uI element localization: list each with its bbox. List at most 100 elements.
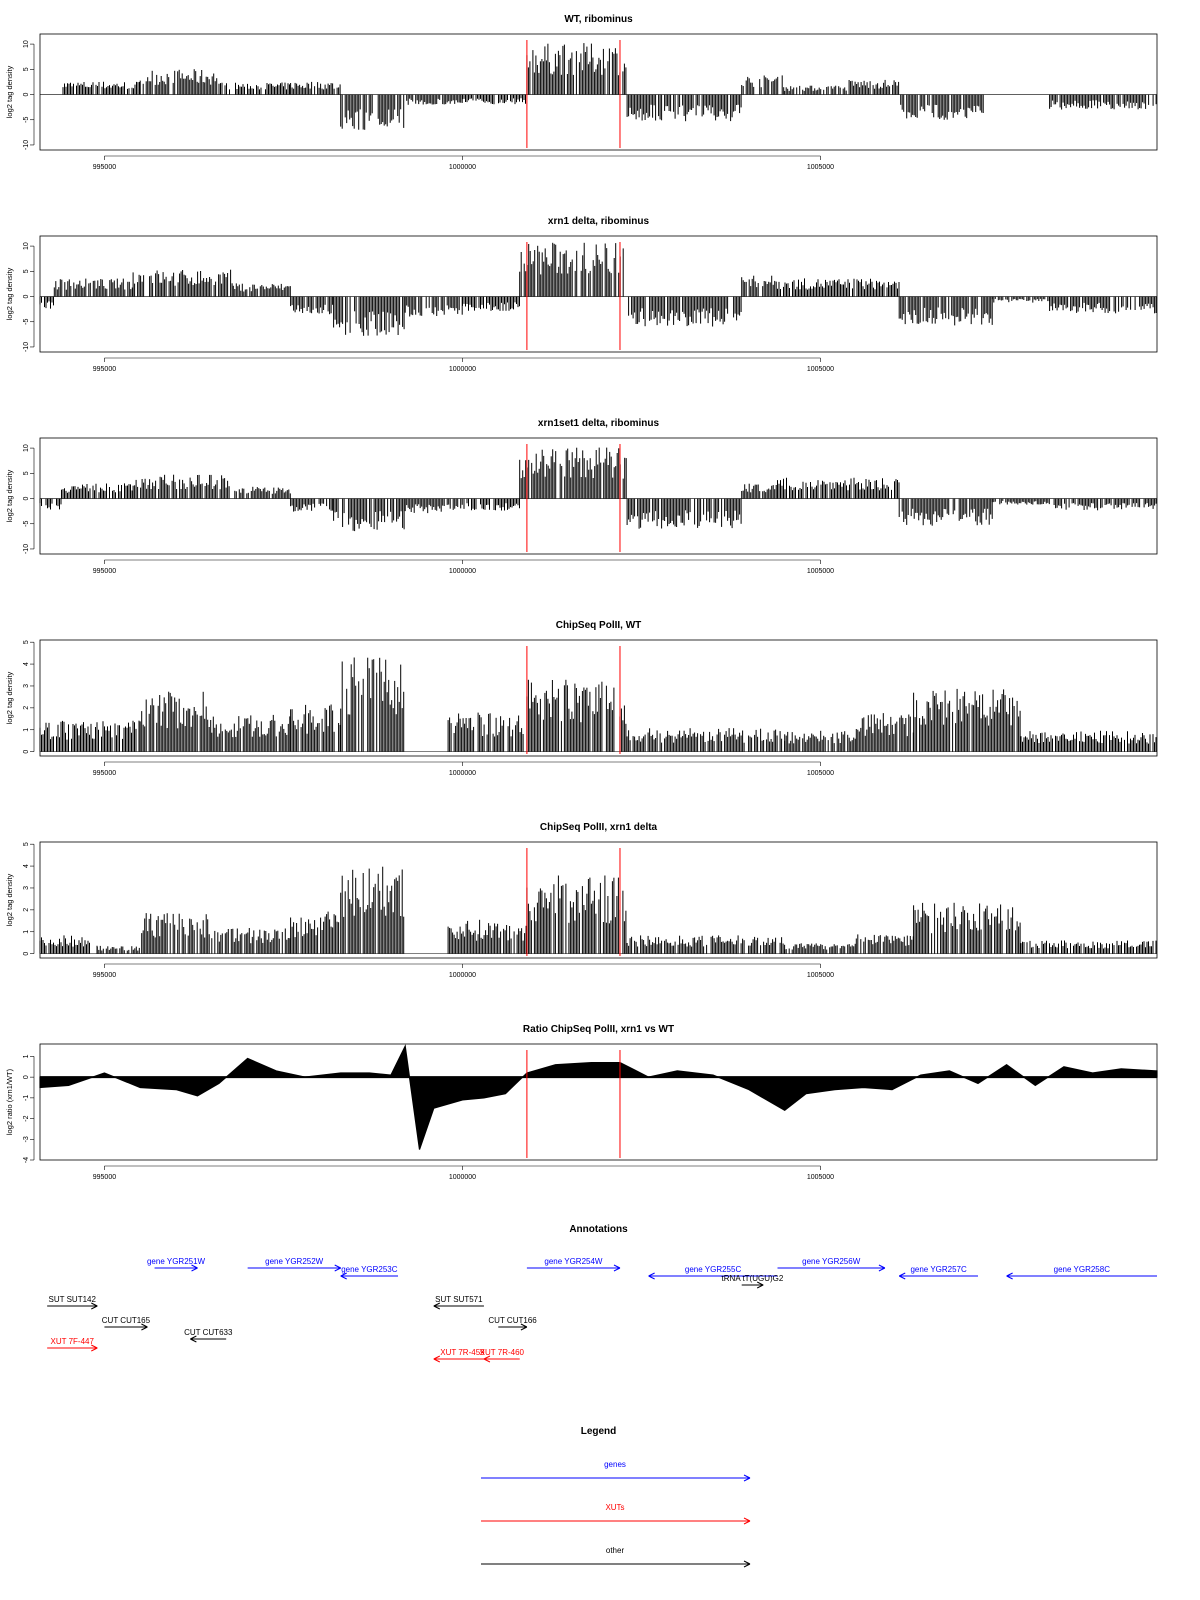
arrow-head [743,1474,751,1479]
signal-segment-5 [290,296,334,315]
signal-segment-13 [898,498,993,526]
y-tick-label: 0 [23,952,30,956]
chart-title: xrn1 delta, ribominus [548,216,650,227]
x-tick-label: 1005000 [807,568,834,575]
annotation-other: CUT CUT166 [488,1316,537,1331]
signal-segment-6 [340,866,405,954]
signal-segment-12 [777,477,900,499]
signal-segment-1 [39,720,140,752]
y-tick-label: 0 [23,1075,30,1079]
plot-frame [39,235,1158,353]
signal-segment-7 [447,712,524,752]
signal-bars [39,242,1157,336]
annotation-other: SUT SUT142 [47,1295,98,1310]
arrow-head [340,1272,347,1277]
annotation-label: tRNA tT(UGU)G2 [722,1274,784,1283]
arrow-head [520,1323,528,1328]
signal-segment-10 [626,94,742,122]
x-tick-label: 1000000 [449,366,476,373]
signal-segment-4 [211,928,291,954]
arrow-head [190,1338,197,1343]
signal-segment-3 [132,474,230,499]
x-tick-label: 1005000 [807,164,834,171]
y-tick-label: -10 [23,140,30,150]
y-tick-label: 1 [23,930,30,934]
annotation-label: XUT 7R-459 [440,1348,485,1357]
signal-segment-4 [290,704,341,752]
signal-segment-11 [855,713,914,752]
legend: Legend genes XUTs other [481,1426,751,1568]
plot-frame [39,1043,1158,1161]
signal-segment-4 [218,82,290,95]
y-axis: -10 -5 0 5 10 [23,242,35,352]
signal-segment-5 [340,657,405,752]
plot-frame [39,841,1158,959]
y-axis-label: log2 tag density [5,671,14,724]
annotation-gene: gene YGR251W [147,1257,206,1272]
signal-segment-2 [62,81,140,95]
signal-segment-3 [141,913,210,954]
signal-segment-11 [741,275,777,297]
signal-segment-1 [39,498,62,510]
signal-segment-2 [61,483,133,499]
annotation-other: CUT CUT633 [184,1328,233,1343]
signal-segment-10 [784,730,856,752]
annotation-label: CUT CUT166 [488,1316,537,1325]
y-tick-label: 5 [23,640,30,644]
y-tick-label: 1 [23,728,30,732]
legend-item-gene: genes [481,1460,751,1482]
signal-segment-3 [132,269,233,297]
y-tick-label: 10 [23,40,30,48]
plot-frame [39,639,1158,757]
annotation-label: gene YGR257C [910,1265,967,1274]
arrow-head [878,1264,886,1269]
ratio-area [39,1044,1158,1150]
signal-segment-9 [519,242,624,297]
y-tick-label: 4 [23,662,30,666]
annotations-track: Annotations gene YGR251W gene YGR252W gene … [47,1224,1157,1363]
annotation-label: CUT CUT633 [184,1328,233,1337]
arrow-head [878,1267,886,1272]
chart-panel-1: WT, ribominus -10 -5 0 5 10 log2 tag density 99… [5,14,1158,171]
arrow-head [340,1275,347,1280]
annotation-label: XUT 7R-460 [480,1348,525,1357]
signal-segment-12 [777,278,900,297]
annotation-xut: XUT 7R-460 [480,1348,525,1363]
x-axis: 995000 1000000 1005000 [93,155,834,171]
signal-bars [39,657,1157,752]
signal-segment-15 [1049,296,1157,314]
plot-frame [39,33,1158,151]
y-tick-label: 10 [23,444,30,452]
annotation-gene: gene YGR255C [648,1265,778,1280]
arrow-head [899,1275,906,1280]
signal-segment-4 [234,486,291,499]
y-axis: -10 -5 0 5 10 [23,40,35,150]
annotation-other: CUT CUT165 [102,1316,151,1331]
y-tick-label: 0 [23,750,30,754]
y-tick-label: -1 [23,1095,30,1101]
x-tick-label: 1005000 [807,366,834,373]
y-tick-label: -3 [23,1136,30,1142]
legend-title: Legend [581,1426,617,1437]
annotation-gene: gene YGR252W [247,1257,341,1272]
arrow-head [1006,1275,1013,1280]
signal-segment-8 [462,94,526,105]
x-tick-label: 995000 [93,770,116,777]
arrow-head [483,1355,491,1360]
annotation-label: XUT 7F-447 [51,1337,95,1346]
signal-segment-13 [913,902,1021,954]
chart-panel-4: ChipSeq PolII, WT 0 1 2 3 4 5 log2 tag density 9… [5,620,1158,777]
annotation-gene: gene YGR253C [340,1265,399,1280]
legend-label: XUTs [605,1503,624,1512]
y-tick-label: -5 [23,521,30,527]
annotations-title: Annotations [569,1224,628,1235]
y-axis-label: log2 tag density [5,469,14,522]
annotation-label: gene YGR254W [544,1257,603,1266]
x-tick-label: 995000 [93,366,116,373]
annotation-xut: XUT 7R-459 [433,1348,492,1363]
y-axis: 0 1 2 3 4 5 [23,640,35,754]
signal-segment-13 [898,296,993,326]
y-axis: -4 -3 -2 -1 0 1 [23,1054,35,1163]
signal-segment-9 [526,875,627,954]
annotation-gene: gene YGR254W [526,1257,621,1272]
